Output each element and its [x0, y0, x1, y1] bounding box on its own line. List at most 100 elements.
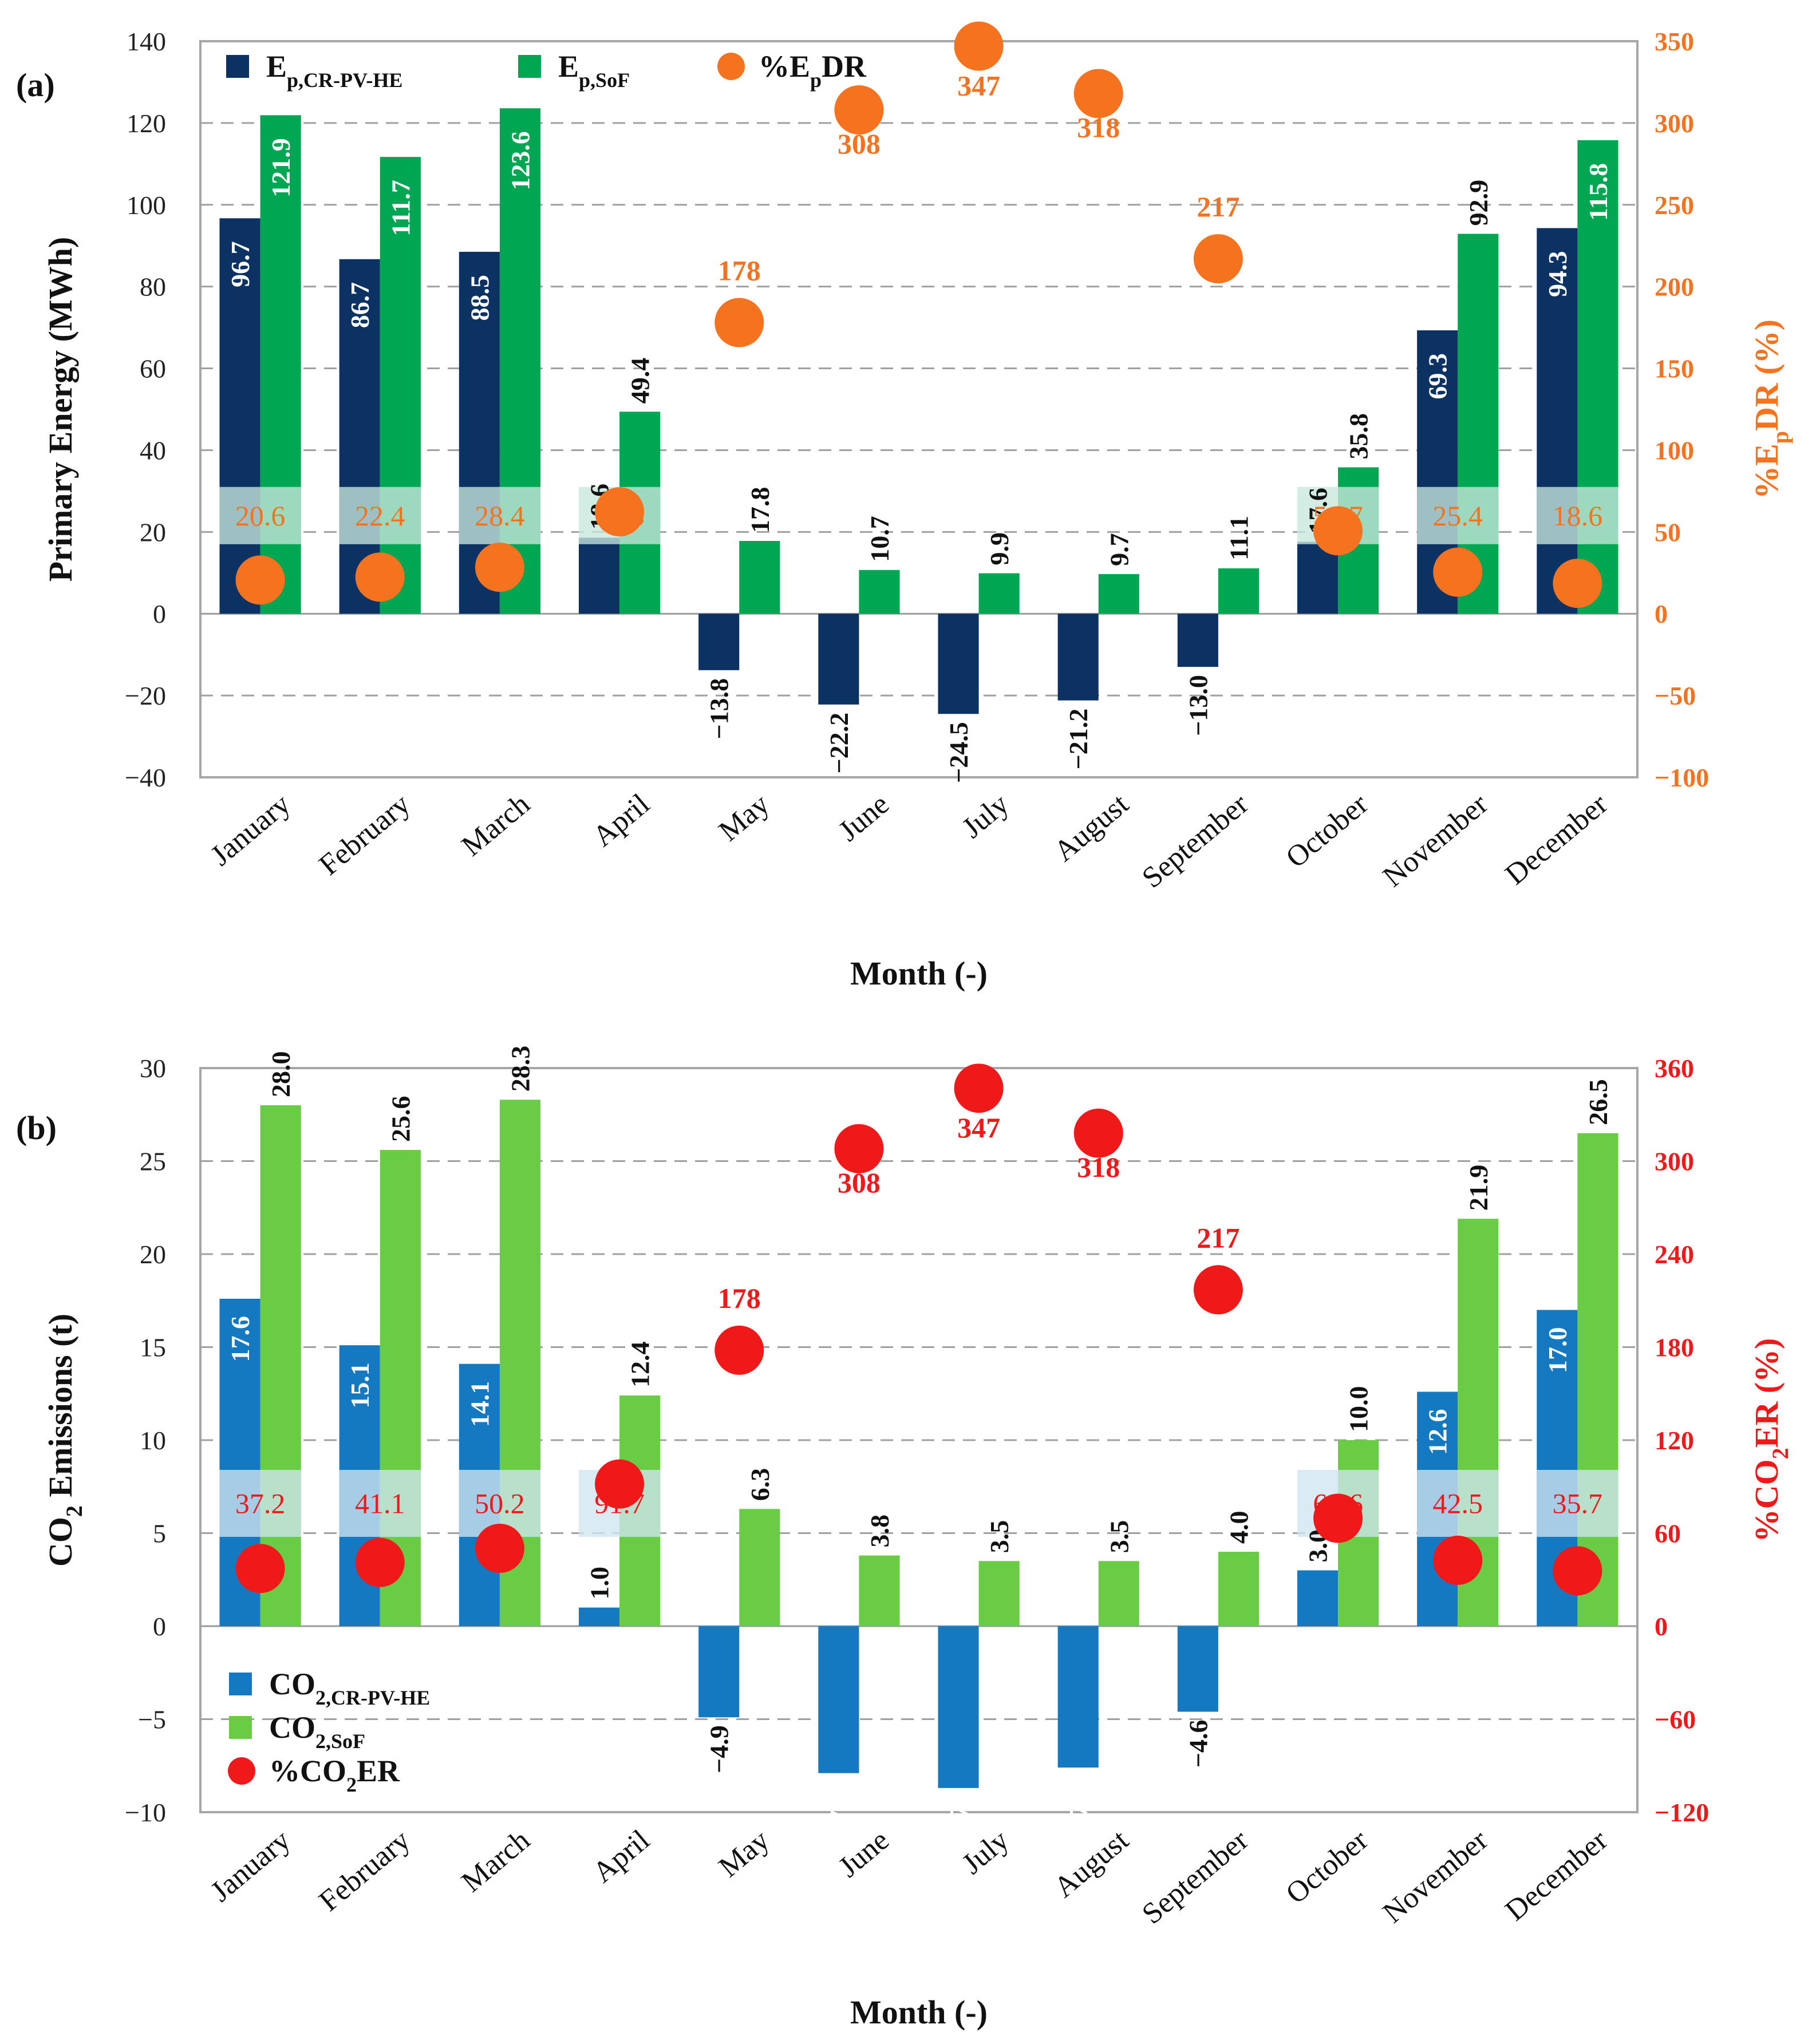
legend-swatch: [518, 55, 541, 78]
y2-tick-label: 60: [1655, 1519, 1681, 1548]
pct-marker: [834, 85, 884, 135]
bar-cr-april: [578, 1607, 620, 1626]
x-tick-label: May: [713, 788, 776, 848]
pct-marker: [1073, 69, 1123, 118]
bar-value-label: −21.2: [1064, 709, 1093, 770]
x-tick-label: January: [204, 788, 297, 872]
bar-sof-september: [1218, 568, 1260, 614]
pct-value-label: 318: [1077, 1151, 1120, 1183]
bar-cr-may: [698, 1626, 740, 1718]
y2-tick-label: 300: [1655, 109, 1694, 138]
y2-tick-label: 360: [1655, 1054, 1694, 1083]
bar-value-label: 12.4: [626, 1342, 655, 1388]
y-tick-label: 60: [140, 354, 166, 384]
bar-value-label: 3.8: [865, 1515, 894, 1548]
bar-value-label: 25.6: [386, 1096, 415, 1142]
y2-tick-label: 240: [1655, 1240, 1694, 1269]
pct-value-label: 347: [957, 70, 1000, 102]
pct-value-label: 62.3: [594, 500, 645, 532]
x-tick-label: December: [1499, 1824, 1614, 1927]
bar-value-label: 69.3: [1423, 353, 1452, 400]
bar-value-label: 17.0: [1543, 1327, 1572, 1374]
legend-swatch: [228, 1757, 255, 1785]
legend-swatch: [229, 1673, 252, 1695]
y2-tick-label: 50: [1655, 517, 1681, 547]
y2-tick-label: −100: [1655, 763, 1709, 792]
bar-value-label: 9.7: [1104, 533, 1134, 566]
pct-value-label: 347: [957, 1112, 1000, 1144]
pct-value-label: 318: [1077, 111, 1120, 143]
legend-swatch: [229, 1716, 252, 1739]
legend-label: Ep,SoF: [558, 49, 630, 92]
bar-value-label: 4.0: [1224, 1511, 1253, 1544]
pct-marker: [475, 1524, 524, 1573]
bar-value-label: −4.6: [1183, 1720, 1213, 1768]
bar-cr-january: [219, 218, 260, 614]
y2-tick-label: 180: [1655, 1333, 1694, 1362]
legend-label: %CO2ER: [269, 1754, 400, 1796]
bar-value-label: −8.7: [944, 1805, 973, 1853]
pct-marker: [954, 21, 1004, 71]
bar-cr-july: [938, 614, 979, 714]
pct-value-label: 178: [718, 1282, 761, 1314]
x-tick-label: November: [1377, 1824, 1494, 1930]
x-tick-label: December: [1499, 788, 1614, 891]
pct-marker: [714, 298, 764, 347]
bar-sof-july: [978, 1561, 1020, 1626]
y2-tick-label: 0: [1655, 599, 1668, 628]
y2-tick-label: 200: [1655, 272, 1694, 302]
bar-cr-june: [818, 614, 859, 705]
x-tick-label: July: [956, 788, 1015, 844]
y-tick-label: 5: [153, 1519, 166, 1548]
y2-axis-title: %CO2ER (%): [1748, 1338, 1793, 1543]
bar-value-label: 1.0: [585, 1567, 614, 1600]
x-tick-label: February: [313, 1824, 416, 1918]
pct-value-label: 28.4: [475, 500, 525, 532]
pct-value-label: 308: [838, 1167, 881, 1199]
pct-value-label: 217: [1197, 1221, 1239, 1254]
y-axis-title: Primary Energy (MWh): [42, 237, 79, 582]
bar-value-label: −13.0: [1183, 675, 1213, 736]
pct-value-label: 91.7: [594, 1488, 645, 1520]
bar-value-label: 9.9: [985, 532, 1014, 566]
bar-value-label: 35.8: [1344, 413, 1373, 460]
bar-value-label: −24.5: [944, 722, 973, 783]
bar-value-label: 86.7: [345, 282, 374, 329]
pct-marker: [475, 543, 524, 592]
pct-label-band: [1417, 487, 1499, 544]
y2-tick-label: 250: [1655, 191, 1694, 220]
bar-value-label: 92.9: [1464, 180, 1493, 226]
pct-value-label: 22.4: [355, 500, 405, 532]
x-tick-label: April: [587, 788, 656, 853]
bar-sof-september: [1218, 1552, 1260, 1626]
bar-value-label: 21.9: [1464, 1165, 1493, 1211]
pct-marker: [834, 1124, 884, 1173]
bar-sof-may: [739, 1509, 780, 1626]
y2-tick-label: 120: [1655, 1426, 1694, 1455]
pct-label-band: [339, 1470, 421, 1537]
bar-sof-august: [1098, 1561, 1139, 1626]
pct-value-label: 42.5: [1433, 1488, 1483, 1520]
pct-value-label: 178: [718, 255, 761, 287]
bar-value-label: 12.6: [1423, 1409, 1452, 1456]
bar-cr-august: [1057, 1626, 1099, 1768]
pct-value-label: 50.2: [475, 1488, 525, 1520]
pct-value-label: 41.1: [355, 1488, 405, 1520]
bar-cr-april: [578, 537, 620, 614]
bar-sof-june: [859, 570, 900, 614]
bar-value-label: 15.1: [345, 1362, 374, 1409]
y-tick-label: −5: [138, 1705, 166, 1734]
pct-value-label: 50.7: [1313, 500, 1363, 532]
pct-marker: [1073, 1108, 1123, 1158]
bar-value-label: 3.5: [1104, 1520, 1134, 1553]
pct-label-band: [339, 487, 421, 544]
bar-value-label: 14.1: [465, 1381, 494, 1428]
y-tick-label: 25: [140, 1147, 166, 1176]
pct-value-label: 308: [838, 128, 881, 160]
bar-value-label: 10.7: [865, 516, 894, 562]
bar-cr-august: [1057, 614, 1099, 701]
bar-value-label: 123.6: [506, 131, 535, 191]
pct-value-label: 20.6: [235, 500, 286, 532]
bar-value-label: −7.9: [824, 1790, 854, 1839]
pct-marker: [235, 555, 285, 605]
